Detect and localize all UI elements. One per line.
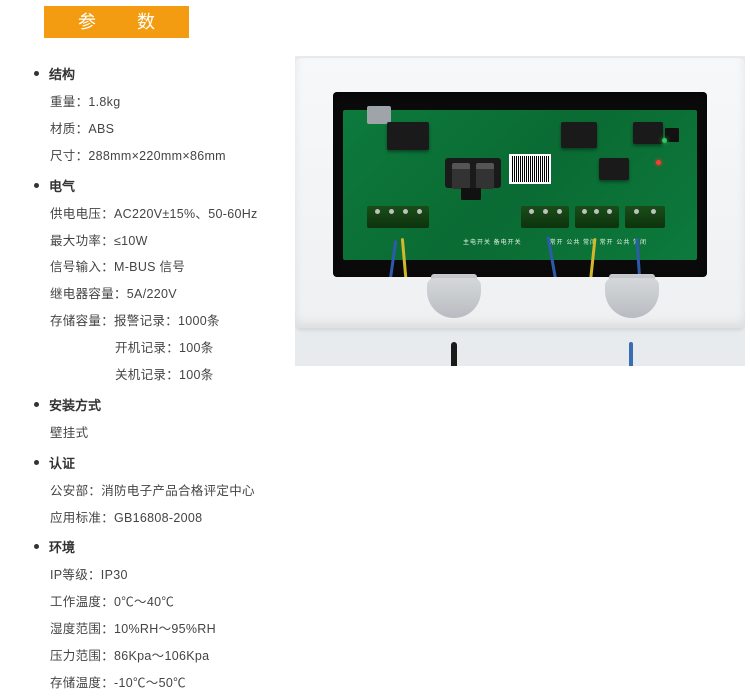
spec-power: 最大功率：≤10W [30, 228, 310, 255]
section-header: 结构 [30, 64, 310, 83]
bullet-icon [34, 544, 39, 549]
spec-material: 材质：ABS [30, 116, 310, 143]
section-header: 环境 [30, 537, 310, 556]
led-red [656, 160, 661, 165]
cable-gland [605, 278, 659, 328]
section-electrical: 电气 供电电压：AC220V±15%、50-60Hz 最大功率：≤10W 信号输… [30, 176, 310, 389]
spec-pressure: 压力范围：86Kpa～106Kpa [30, 643, 310, 670]
section-title: 认证 [49, 453, 75, 472]
section-structure: 结构 重量：1.8kg 材质：ABS 尺寸：288mm×220mm×86mm [30, 64, 310, 170]
enclosure: 主电开关 备电开关 常开 公共 常闭 常开 公共 常闭 [295, 58, 745, 328]
pcb-silkscreen: 主电开关 备电开关 常开 公共 常闭 常开 公共 常闭 [463, 237, 647, 246]
bullet-icon [34, 183, 39, 188]
section-header: 安装方式 [30, 395, 310, 414]
spec-ip: IP等级：IP30 [30, 562, 310, 589]
header-badge: 参 数 [44, 6, 189, 38]
relay [561, 122, 597, 148]
barcode-label [509, 154, 551, 184]
enclosure-window: 主电开关 备电开关 常开 公共 常闭 常开 公共 常闭 [333, 92, 707, 277]
section-header: 电气 [30, 176, 310, 195]
terminal-block [521, 206, 569, 228]
spec-signal: 信号输入：M-BUS 信号 [30, 254, 310, 281]
wire-yellow [401, 238, 408, 277]
cable-blue [629, 342, 633, 366]
bullet-icon [34, 460, 39, 465]
spec-dimensions: 尺寸：288mm×220mm×86mm [30, 143, 310, 170]
terminal-block [625, 206, 665, 228]
relay [633, 122, 663, 144]
spec-storage2: 开机记录：100条 [30, 335, 310, 362]
spec-temp: 工作温度：0℃～40℃ [30, 589, 310, 616]
spec-storage: 存储容量：报警记录：1000条 [30, 308, 310, 335]
section-title: 安装方式 [49, 395, 101, 414]
spec-weight: 重量：1.8kg [30, 89, 310, 116]
bullet-icon [34, 402, 39, 407]
section-title: 环境 [49, 537, 75, 556]
spec-install-method: 壁挂式 [30, 420, 310, 447]
spec-relay: 继电器容量：5A/220V [30, 281, 310, 308]
section-title: 电气 [49, 176, 75, 195]
rocker-switches [445, 158, 501, 188]
cable-black [451, 342, 457, 366]
ic-chip [461, 188, 481, 200]
spec-storage-temp: 存储温度：-10℃～50℃ [30, 670, 310, 697]
section-env: 环境 IP等级：IP30 工作温度：0℃～40℃ 湿度范围：10%RH～95%R… [30, 537, 310, 696]
spec-storage3: 关机记录：100条 [30, 362, 310, 389]
wire-blue [388, 240, 398, 277]
product-image: 主电开关 备电开关 常开 公共 常闭 常开 公共 常闭 [295, 56, 745, 366]
cable-gland [427, 278, 481, 328]
spec-cert-agency: 公安部：消防电子产品合格评定中心 [30, 478, 310, 505]
spec-cert-standard: 应用标准：GB16808-2008 [30, 505, 310, 532]
bullet-icon [34, 71, 39, 76]
relay [387, 122, 429, 150]
section-header: 认证 [30, 453, 310, 472]
pcb: 主电开关 备电开关 常开 公共 常闭 常开 公共 常闭 [343, 110, 697, 260]
ic-chip [665, 128, 679, 142]
relay [599, 158, 629, 180]
section-install: 安装方式 壁挂式 [30, 395, 310, 447]
terminal-block [575, 206, 619, 228]
spec-content: 结构 重量：1.8kg 材质：ABS 尺寸：288mm×220mm×86mm 电… [30, 58, 310, 699]
section-title: 结构 [49, 64, 75, 83]
led-green [662, 138, 667, 143]
spec-humidity: 湿度范围：10%RH～95%RH [30, 616, 310, 643]
spec-voltage: 供电电压：AC220V±15%、50-60Hz [30, 201, 310, 228]
terminal-block [367, 206, 429, 228]
section-cert: 认证 公安部：消防电子产品合格评定中心 应用标准：GB16808-2008 [30, 453, 310, 532]
